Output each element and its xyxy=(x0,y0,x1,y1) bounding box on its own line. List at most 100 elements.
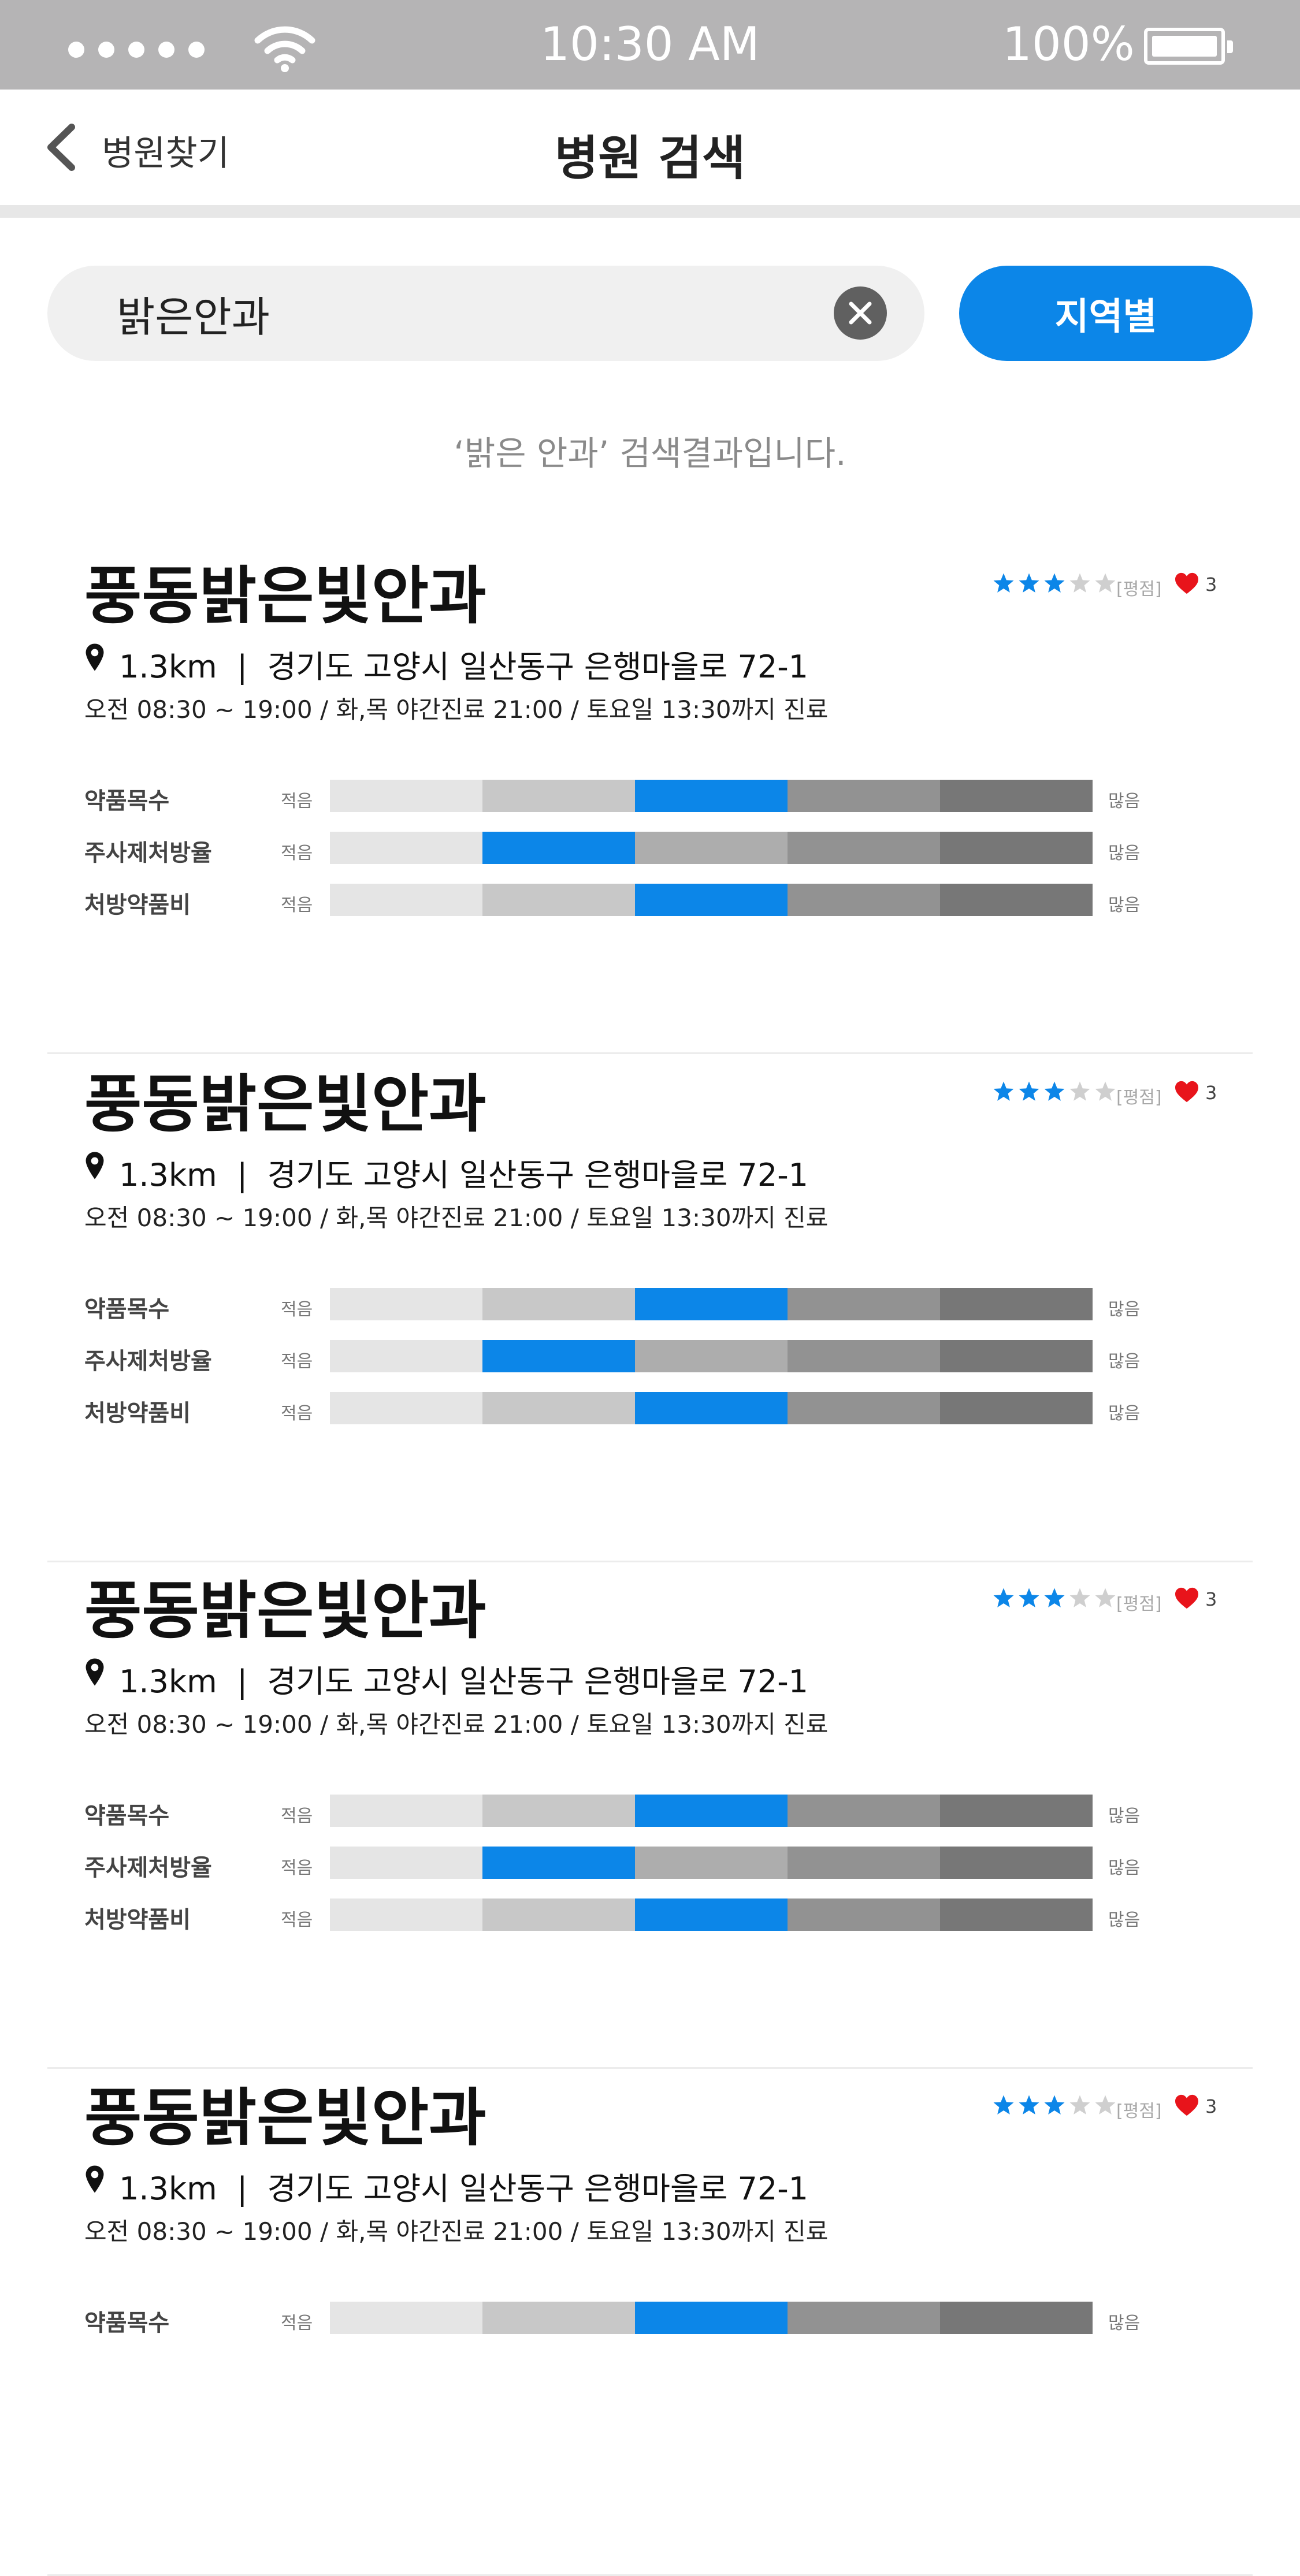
heart-icon[interactable] xyxy=(1174,1587,1199,1610)
metric-high-label: 많음 xyxy=(1108,2313,1141,2333)
metric-row: 처방약품비 적음 많음 xyxy=(84,884,1217,918)
address-separator: | xyxy=(217,2171,268,2207)
metric-low-label: 적음 xyxy=(281,791,313,811)
metric-level-segment xyxy=(482,1795,635,1827)
battery-icon xyxy=(1144,28,1233,65)
hospital-card[interactable]: 풍동밝은빛안과 [평점] 3 1.3km | 경기도 고양시 일산동구 은행마을로 7… xyxy=(47,1054,1253,1562)
location-pin-icon xyxy=(86,1152,104,1179)
metric-level-segment xyxy=(940,1392,1093,1424)
star-icon xyxy=(1069,1081,1090,1101)
metric-level-segment xyxy=(330,780,482,812)
hospital-card[interactable]: 풍동밝은빛안과 [평점] 3 1.3km | 경기도 고양시 일산동구 은행마을로 7… xyxy=(47,546,1253,1054)
distance: 1.3km xyxy=(119,1663,217,1700)
status-time: 10:30 AM xyxy=(540,17,760,71)
metric-high-label: 많음 xyxy=(1108,1352,1141,1372)
heart-icon[interactable] xyxy=(1174,572,1199,595)
metric-level-segment xyxy=(940,1899,1093,1931)
metric-label: 약품목수 xyxy=(84,2310,170,2336)
back-chevron-icon[interactable] xyxy=(42,121,82,173)
metric-high-label: 많음 xyxy=(1108,1910,1141,1930)
star-icon xyxy=(1095,1081,1116,1101)
star-icon xyxy=(993,1588,1014,1607)
metric-level-segment xyxy=(788,2302,940,2334)
metric-label: 처방약품비 xyxy=(84,892,191,918)
metric-level-segment xyxy=(330,1899,482,1931)
metric-low-label: 적음 xyxy=(281,1352,313,1372)
star-icon xyxy=(1019,1081,1039,1101)
metric-level-bar xyxy=(330,1795,1093,1827)
metric-row: 약품목수 적음 많음 xyxy=(84,2302,1217,2336)
metric-label: 처방약품비 xyxy=(84,1400,191,1427)
rating-stars xyxy=(992,572,1117,595)
search-box xyxy=(47,266,924,361)
metric-row: 약품목수 적음 많음 xyxy=(84,1795,1217,1829)
metric-high-label: 많음 xyxy=(1108,843,1141,863)
metric-level-segment xyxy=(330,1288,482,1320)
metric-level-segment xyxy=(788,1847,940,1879)
metric-level-segment xyxy=(940,1847,1093,1879)
metric-level-segment xyxy=(788,884,940,916)
distance-address: 1.3km | 경기도 고양시 일산동구 은행마을로 72-1 xyxy=(119,1149,808,1195)
like-count: 3 xyxy=(1205,1588,1217,1610)
metric-row: 처방약품비 적음 많음 xyxy=(84,1899,1217,1933)
address: 경기도 고양시 일산동구 은행마을로 72-1 xyxy=(267,649,809,685)
hospital-card[interactable]: 풍동밝은빛안과 [평점] 3 1.3km | 경기도 고양시 일산동구 은행마을로 7… xyxy=(47,1561,1253,2069)
status-bar: 10:30 AM 100% xyxy=(0,0,1300,90)
like-count: 3 xyxy=(1205,574,1217,595)
metric-level-segment xyxy=(330,1847,482,1879)
back-button-label[interactable]: 병원찾기 xyxy=(102,133,229,174)
location-pin-icon xyxy=(86,2165,104,2193)
metric-level-segment xyxy=(330,2302,482,2334)
metric-level-segment xyxy=(482,884,635,916)
hospital-name[interactable]: 풍동밝은빛안과 xyxy=(84,560,486,632)
metric-level-bar xyxy=(330,1392,1093,1424)
star-icon xyxy=(1069,2095,1090,2115)
metric-label: 주사제처방율 xyxy=(84,1348,212,1375)
opening-hours: 오전 08:30 ~ 19:00 / 화,목 야간진료 21:00 / 토요일 … xyxy=(84,1710,829,1739)
metric-high-label: 많음 xyxy=(1108,1300,1141,1320)
heart-icon[interactable] xyxy=(1174,1080,1199,1103)
star-icon xyxy=(1044,573,1065,593)
hospital-card[interactable]: 풍동밝은빛안과 [평점] 3 1.3km | 경기도 고양시 일산동구 은행마을로 7… xyxy=(47,2068,1253,2576)
search-result-message: ‘밝은 안과’ 검색결과입니다. xyxy=(454,434,846,473)
opening-hours: 오전 08:30 ~ 19:00 / 화,목 야간진료 21:00 / 토요일 … xyxy=(84,695,829,724)
metric-label: 약품목수 xyxy=(84,1803,170,1829)
metric-low-label: 적음 xyxy=(281,1300,313,1320)
metric-high-label: 많음 xyxy=(1108,1806,1141,1826)
metric-row: 약품목수 적음 많음 xyxy=(84,780,1217,814)
metric-level-bar xyxy=(330,1288,1093,1320)
hospital-name[interactable]: 풍동밝은빛안과 xyxy=(84,1575,486,1647)
distance: 1.3km xyxy=(119,649,217,685)
metric-level-segment xyxy=(635,1340,788,1372)
star-icon xyxy=(1069,573,1090,593)
metric-row: 주사제처방율 적음 많음 xyxy=(84,1847,1217,1881)
rating-label: [평점] xyxy=(1116,579,1162,600)
metric-high-label: 많음 xyxy=(1108,791,1141,811)
star-icon xyxy=(1069,1588,1090,1607)
star-icon xyxy=(993,2095,1014,2115)
metric-level-segment xyxy=(635,1847,788,1879)
metric-level-segment xyxy=(788,1288,940,1320)
close-icon xyxy=(849,301,872,325)
metric-level-segment xyxy=(635,1795,788,1827)
search-input[interactable] xyxy=(117,283,798,344)
region-filter-button[interactable]: 지역별 xyxy=(959,266,1253,361)
metric-level-segment xyxy=(940,780,1093,812)
hospital-name[interactable]: 풍동밝은빛안과 xyxy=(84,1069,486,1141)
metric-level-bar xyxy=(330,1899,1093,1931)
signal-strength-icon xyxy=(68,42,205,58)
clear-search-button[interactable] xyxy=(834,286,887,340)
metric-level-segment xyxy=(482,2302,635,2334)
metric-level-segment xyxy=(635,2302,788,2334)
metric-label: 약품목수 xyxy=(84,788,170,814)
header-divider xyxy=(0,205,1300,218)
metric-level-segment xyxy=(635,884,788,916)
rating-label: [평점] xyxy=(1116,1594,1162,1614)
heart-icon[interactable] xyxy=(1174,2094,1199,2117)
battery-percentage: 100% xyxy=(1002,17,1135,71)
star-icon xyxy=(1095,1588,1116,1607)
hospital-name[interactable]: 풍동밝은빛안과 xyxy=(84,2082,486,2154)
metric-row: 처방약품비 적음 많음 xyxy=(84,1392,1217,1427)
wifi-icon xyxy=(254,26,315,72)
rating-stars xyxy=(992,2094,1117,2117)
